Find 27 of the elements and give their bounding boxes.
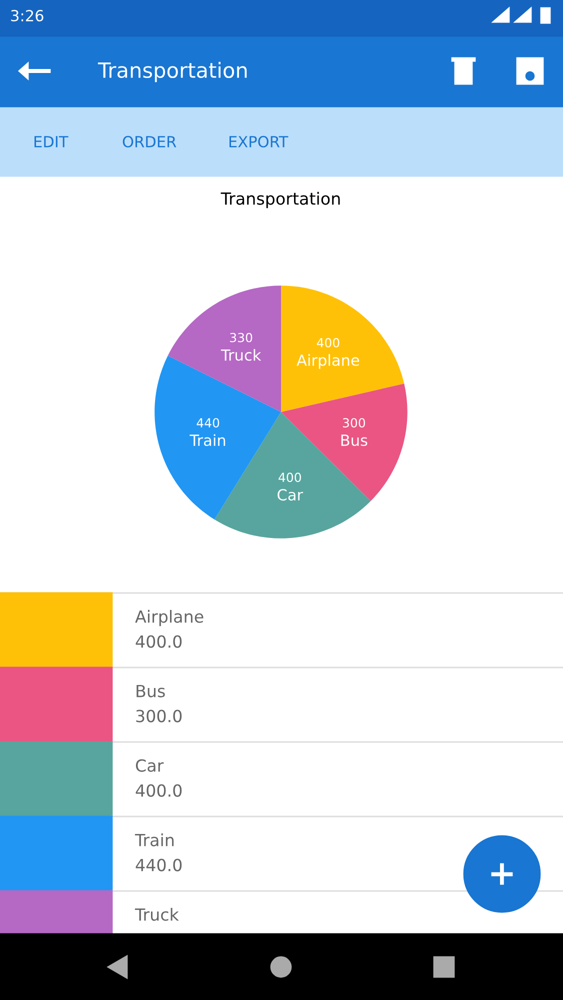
text: EXPORT <box>230 136 288 148</box>
category-label: Bus <box>136 684 165 698</box>
data-label: 300 <box>342 418 366 428</box>
text: 300.0 <box>136 710 182 722</box>
text: Transportation <box>98 62 247 82</box>
text: ORDER <box>122 136 176 148</box>
data-label: 440 <box>196 418 220 428</box>
data-label: 400 <box>316 338 340 348</box>
slice-label: Train <box>190 434 226 446</box>
text: 400.0 <box>136 784 182 797</box>
category-label: Airplane <box>135 610 204 626</box>
pie-slice <box>281 286 404 412</box>
data-label: 400 <box>278 472 301 482</box>
text: 3:26 <box>11 10 44 22</box>
category-label: Truck <box>134 908 179 921</box>
slice-label: Airplane <box>296 354 360 369</box>
category-label: Car <box>136 759 164 772</box>
text: 440.0 <box>136 858 182 872</box>
slice-label: Truck <box>220 348 262 361</box>
slice-label: Bus <box>341 434 368 446</box>
pie-slice <box>168 286 281 412</box>
chart-title: Transportation <box>220 192 340 208</box>
slice-label: Car <box>278 489 304 501</box>
data-label: 330 <box>230 332 252 342</box>
category-label: Train <box>134 833 174 846</box>
text: 400.0 <box>136 635 182 648</box>
text: EDIT <box>34 136 68 148</box>
